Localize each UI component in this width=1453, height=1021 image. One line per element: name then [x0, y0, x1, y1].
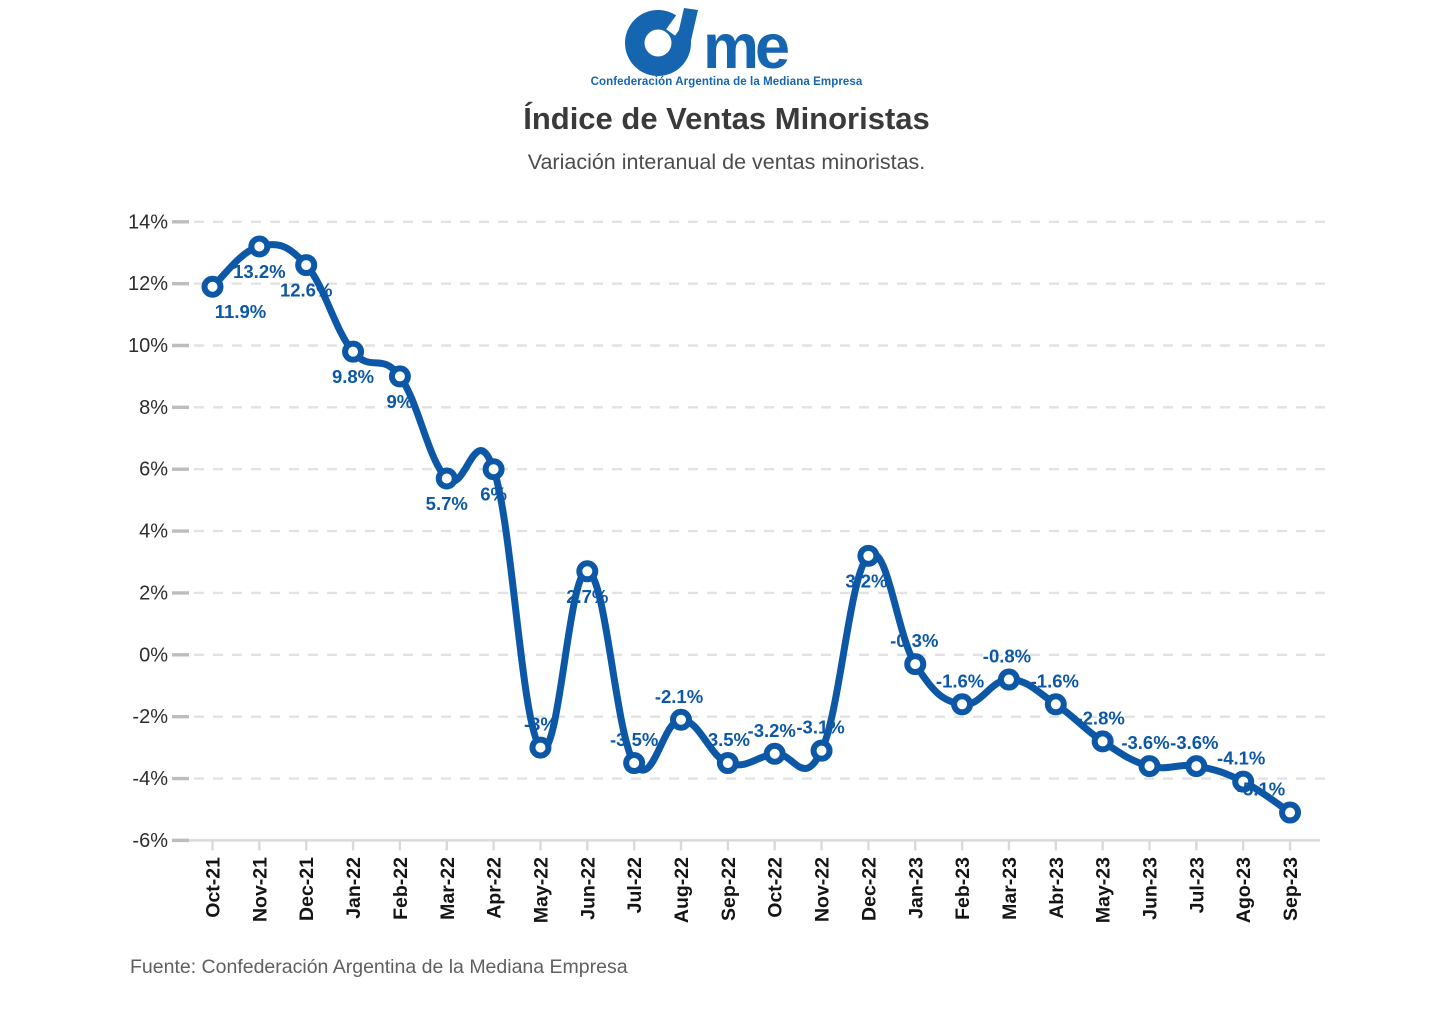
svg-text:2.7%: 2.7% [566, 586, 608, 607]
svg-text:-0.3%: -0.3% [890, 630, 938, 651]
svg-text:4%: 4% [139, 521, 168, 543]
svg-text:Nov-21: Nov-21 [249, 857, 271, 922]
source-note: Fuente: Confederación Argentina de la Me… [130, 956, 628, 978]
svg-text:-3.1%: -3.1% [796, 717, 844, 738]
svg-text:8%: 8% [139, 397, 168, 419]
svg-text:-2%: -2% [132, 706, 168, 728]
svg-text:Feb-22: Feb-22 [390, 857, 412, 920]
svg-text:Jan-23: Jan-23 [905, 857, 927, 919]
svg-text:-3.6%: -3.6% [1170, 732, 1218, 753]
svg-text:-1.6%: -1.6% [936, 670, 984, 691]
y-axis-labels: 14% 12% 10% 8% 6% 4% 2% 0% -2% -4% -6% [128, 211, 168, 852]
svg-text:-3.2%: -3.2% [748, 720, 796, 741]
svg-text:Sep-22: Sep-22 [718, 857, 740, 921]
svg-text:-0.8%: -0.8% [983, 646, 1031, 667]
came-logo: me [0, 4, 1453, 100]
svg-text:May-23: May-23 [1093, 857, 1115, 923]
svg-text:-4.1%: -4.1% [1217, 748, 1265, 769]
svg-text:10%: 10% [128, 335, 168, 357]
svg-text:Apr-22: Apr-22 [484, 857, 506, 919]
svg-text:-2.8%: -2.8% [1076, 707, 1124, 728]
came-logo-icon: me [625, 4, 792, 76]
svg-text:Oct-21: Oct-21 [203, 857, 225, 918]
page-title: Índice de Ventas Minoristas [523, 101, 930, 136]
svg-text:-5.1%: -5.1% [1237, 779, 1285, 800]
axes [189, 839, 1320, 851]
svg-text:Mar-22: Mar-22 [437, 857, 459, 920]
svg-text:13.2%: 13.2% [233, 261, 285, 282]
svg-text:-1.6%: -1.6% [1031, 670, 1079, 691]
svg-text:Dec-22: Dec-22 [858, 857, 880, 921]
svg-text:-4%: -4% [132, 768, 168, 790]
svg-text:Jan-22: Jan-22 [343, 857, 365, 919]
svg-text:-3.5%: -3.5% [702, 729, 750, 750]
svg-text:Jul-22: Jul-22 [624, 857, 646, 914]
svg-text:5.7%: 5.7% [426, 493, 468, 514]
svg-text:2%: 2% [139, 582, 168, 604]
svg-text:Jun-23: Jun-23 [1140, 857, 1162, 920]
svg-text:Mar-23: Mar-23 [999, 857, 1021, 920]
svg-text:0%: 0% [139, 644, 168, 666]
svg-text:Abr-23: Abr-23 [1046, 857, 1068, 919]
svg-text:-3.5%: -3.5% [610, 729, 658, 750]
svg-text:Jul-23: Jul-23 [1186, 857, 1208, 914]
svg-text:Aug-22: Aug-22 [671, 857, 693, 923]
logo-caption: Confederación Argentina de la Mediana Em… [590, 76, 863, 88]
data-labels: 11.9%13.2%12.6%9.8%9%5.7% 6%-3%2.7%-3.5%-… [215, 261, 1285, 800]
x-axis-labels: Oct-21 Nov-21 Dec-21 Jan-22 Feb-22 Mar-22 Apr-… [203, 857, 1303, 923]
data-markers [201, 235, 1302, 824]
logo-a-bowl [644, 29, 672, 57]
svg-text:Ago-23: Ago-23 [1233, 857, 1255, 923]
logo-a-stem [673, 8, 698, 58]
svg-text:Sep-23: Sep-23 [1280, 857, 1302, 921]
svg-text:14%: 14% [128, 211, 168, 233]
gridlines [172, 220, 1334, 843]
svg-text:Feb-23: Feb-23 [952, 857, 974, 920]
svg-text:-6%: -6% [132, 830, 168, 852]
svg-text:Jun-22: Jun-22 [577, 857, 599, 920]
svg-text:6%: 6% [139, 459, 168, 481]
svg-text:Dec-21: Dec-21 [296, 857, 318, 921]
svg-text:9%: 9% [387, 391, 414, 412]
svg-text:-3%: -3% [524, 714, 557, 735]
svg-text:Oct-22: Oct-22 [765, 857, 787, 918]
logo-me-text: me [703, 12, 788, 76]
svg-text:May-22: May-22 [530, 857, 552, 923]
svg-text:-3.6%: -3.6% [1121, 732, 1169, 753]
page-subtitle: Variación interanual de ventas minorista… [527, 150, 926, 174]
svg-text:12%: 12% [128, 273, 168, 295]
svg-text:9.8%: 9.8% [332, 366, 374, 387]
svg-text:12.6%: 12.6% [280, 280, 332, 301]
svg-text:-2.1%: -2.1% [655, 686, 703, 707]
svg-text:11.9%: 11.9% [215, 301, 266, 322]
svg-text:6%: 6% [480, 484, 507, 505]
svg-text:3.2%: 3.2% [845, 570, 887, 591]
svg-text:Nov-22: Nov-22 [812, 857, 834, 922]
